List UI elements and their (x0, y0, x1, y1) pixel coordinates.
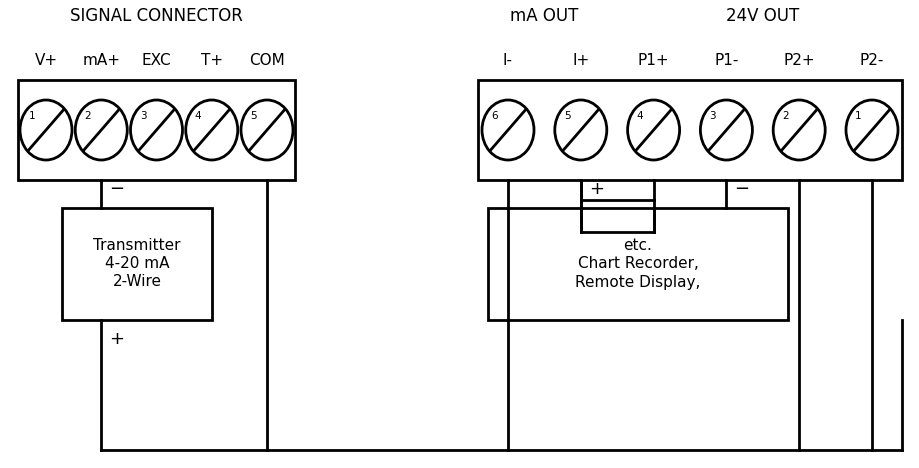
Text: −: − (734, 180, 750, 198)
Text: Transmitter: Transmitter (93, 239, 181, 254)
Text: 2-Wire: 2-Wire (112, 275, 162, 290)
FancyBboxPatch shape (478, 80, 902, 180)
Text: 3: 3 (709, 110, 716, 121)
Text: I-: I- (503, 53, 513, 68)
Text: 1: 1 (29, 110, 36, 121)
Text: 3: 3 (140, 110, 146, 121)
Text: 5: 5 (250, 110, 256, 121)
Text: +: + (589, 180, 604, 198)
Text: P2+: P2+ (783, 53, 815, 68)
Text: 4: 4 (195, 110, 201, 121)
Text: 4-20 mA: 4-20 mA (105, 256, 169, 271)
Text: P1-: P1- (714, 53, 739, 68)
Text: EXC: EXC (142, 53, 171, 68)
FancyBboxPatch shape (62, 208, 212, 320)
Text: SIGNAL CONNECTOR: SIGNAL CONNECTOR (70, 7, 243, 25)
Text: 1: 1 (856, 110, 862, 121)
Text: 4: 4 (637, 110, 643, 121)
Text: Chart Recorder,: Chart Recorder, (577, 256, 698, 271)
Text: P2-: P2- (860, 53, 884, 68)
Text: Remote Display,: Remote Display, (575, 275, 700, 290)
Text: V+: V+ (34, 53, 58, 68)
Text: T+: T+ (200, 53, 222, 68)
Text: COM: COM (249, 53, 285, 68)
Text: P1+: P1+ (638, 53, 669, 68)
FancyBboxPatch shape (18, 80, 295, 180)
FancyBboxPatch shape (488, 208, 788, 320)
Text: +: + (109, 330, 124, 348)
Text: mA OUT: mA OUT (510, 7, 579, 25)
Text: 2: 2 (782, 110, 789, 121)
Text: etc.: etc. (624, 239, 652, 254)
Text: I+: I+ (573, 53, 589, 68)
Text: 6: 6 (491, 110, 498, 121)
Text: 24V OUT: 24V OUT (726, 7, 800, 25)
Text: −: − (109, 180, 124, 198)
Text: 5: 5 (564, 110, 571, 121)
Text: 2: 2 (85, 110, 91, 121)
Text: mA+: mA+ (82, 53, 120, 68)
